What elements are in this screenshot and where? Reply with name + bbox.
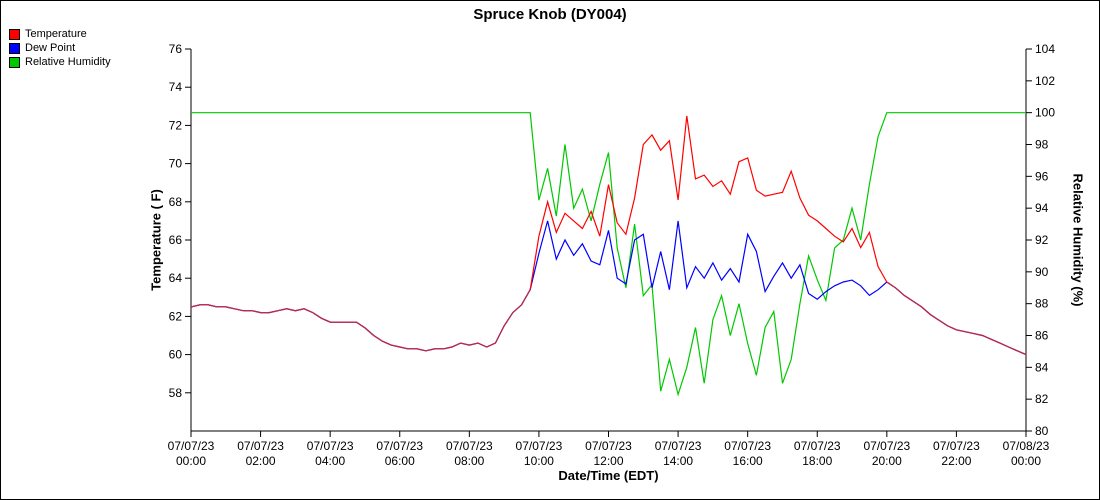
legend: Temperature Dew Point Relative Humidity (9, 27, 111, 69)
x-tick-label-date: 07/07/23 (724, 439, 771, 453)
y-right-tick-label: 98 (1035, 138, 1049, 152)
legend-label: Dew Point (25, 42, 76, 54)
legend-item: Temperature (9, 27, 111, 41)
x-tick-label-date: 07/07/23 (516, 439, 563, 453)
y-left-tick-label: 64 (169, 271, 183, 285)
x-tick-label-time: 08:00 (454, 454, 484, 468)
y-right-tick-label: 96 (1035, 169, 1049, 183)
y-left-tick-label: 66 (169, 233, 183, 247)
y-left-tick-label: 62 (169, 309, 183, 323)
x-tick-label-date: 07/07/23 (863, 439, 910, 453)
legend-swatch-temperature (9, 28, 20, 40)
y-right-tick-label: 88 (1035, 297, 1049, 311)
x-tick-label-date: 07/07/23 (933, 439, 980, 453)
y-left-tick-label: 76 (169, 42, 183, 56)
x-tick-label-date: 07/07/23 (655, 439, 702, 453)
y-left-tick-label: 74 (169, 80, 183, 94)
y-right-tick-label: 102 (1035, 74, 1055, 88)
x-tick-label-time: 22:00 (941, 454, 971, 468)
y-right-tick-label: 84 (1035, 360, 1049, 374)
legend-swatch-dew-point (9, 42, 20, 54)
x-tick-label-date: 07/07/23 (585, 439, 632, 453)
x-tick-label-time: 00:00 (1011, 454, 1041, 468)
series-dew-point-line (190, 220, 1027, 356)
x-tick-label-time: 12:00 (593, 454, 623, 468)
x-tick-label-time: 00:00 (176, 454, 206, 468)
x-tick-label-date: 07/08/23 (1003, 439, 1050, 453)
series-temperature-line (190, 115, 1027, 356)
series-relative-humidity-line (191, 112, 1026, 397)
x-tick-label-date: 07/07/23 (168, 439, 215, 453)
x-tick-label-time: 04:00 (315, 454, 345, 468)
x-tick-label-date: 07/07/23 (446, 439, 493, 453)
x-tick-label-time: 18:00 (802, 454, 832, 468)
y-right-tick-label: 82 (1035, 392, 1049, 406)
x-tick-label-time: 10:00 (524, 454, 554, 468)
y-right-tick-label: 94 (1035, 201, 1049, 215)
x-tick-label-date: 07/07/23 (376, 439, 423, 453)
x-tick-label-time: 14:00 (663, 454, 693, 468)
y-left-tick-label: 72 (169, 118, 183, 132)
x-tick-label-time: 20:00 (872, 454, 902, 468)
x-tick-label-time: 02:00 (246, 454, 276, 468)
y-left-tick-label: 68 (169, 195, 183, 209)
legend-item: Dew Point (9, 41, 111, 55)
x-tick-label-time: 16:00 (733, 454, 763, 468)
series-overlap-line (190, 289, 531, 352)
x-tick-label-date: 07/07/23 (794, 439, 841, 453)
series-overlap-line (886, 281, 1027, 356)
y-left-tick-label: 60 (169, 348, 183, 362)
y-right-tick-label: 92 (1035, 233, 1049, 247)
y-left-tick-label: 70 (169, 157, 183, 171)
x-tick-label-time: 06:00 (385, 454, 415, 468)
legend-swatch-relative-humidity (9, 56, 20, 68)
y-right-tick-label: 90 (1035, 265, 1049, 279)
legend-label: Temperature (25, 28, 87, 40)
x-tick-label-date: 07/07/23 (307, 439, 354, 453)
y-left-tick-label: 58 (169, 386, 183, 400)
x-tick-label-date: 07/07/23 (237, 439, 284, 453)
legend-label: Relative Humidity (25, 56, 111, 68)
y-right-tick-label: 100 (1035, 106, 1055, 120)
y-right-tick-label: 104 (1035, 42, 1055, 56)
legend-item: Relative Humidity (9, 55, 111, 69)
chart-title: Spruce Knob (DY004) (473, 6, 627, 23)
x-axis-label: Date/Time (EDT) (558, 468, 659, 483)
y-right-tick-label: 86 (1035, 329, 1049, 343)
y-right-tick-label: 80 (1035, 424, 1049, 438)
